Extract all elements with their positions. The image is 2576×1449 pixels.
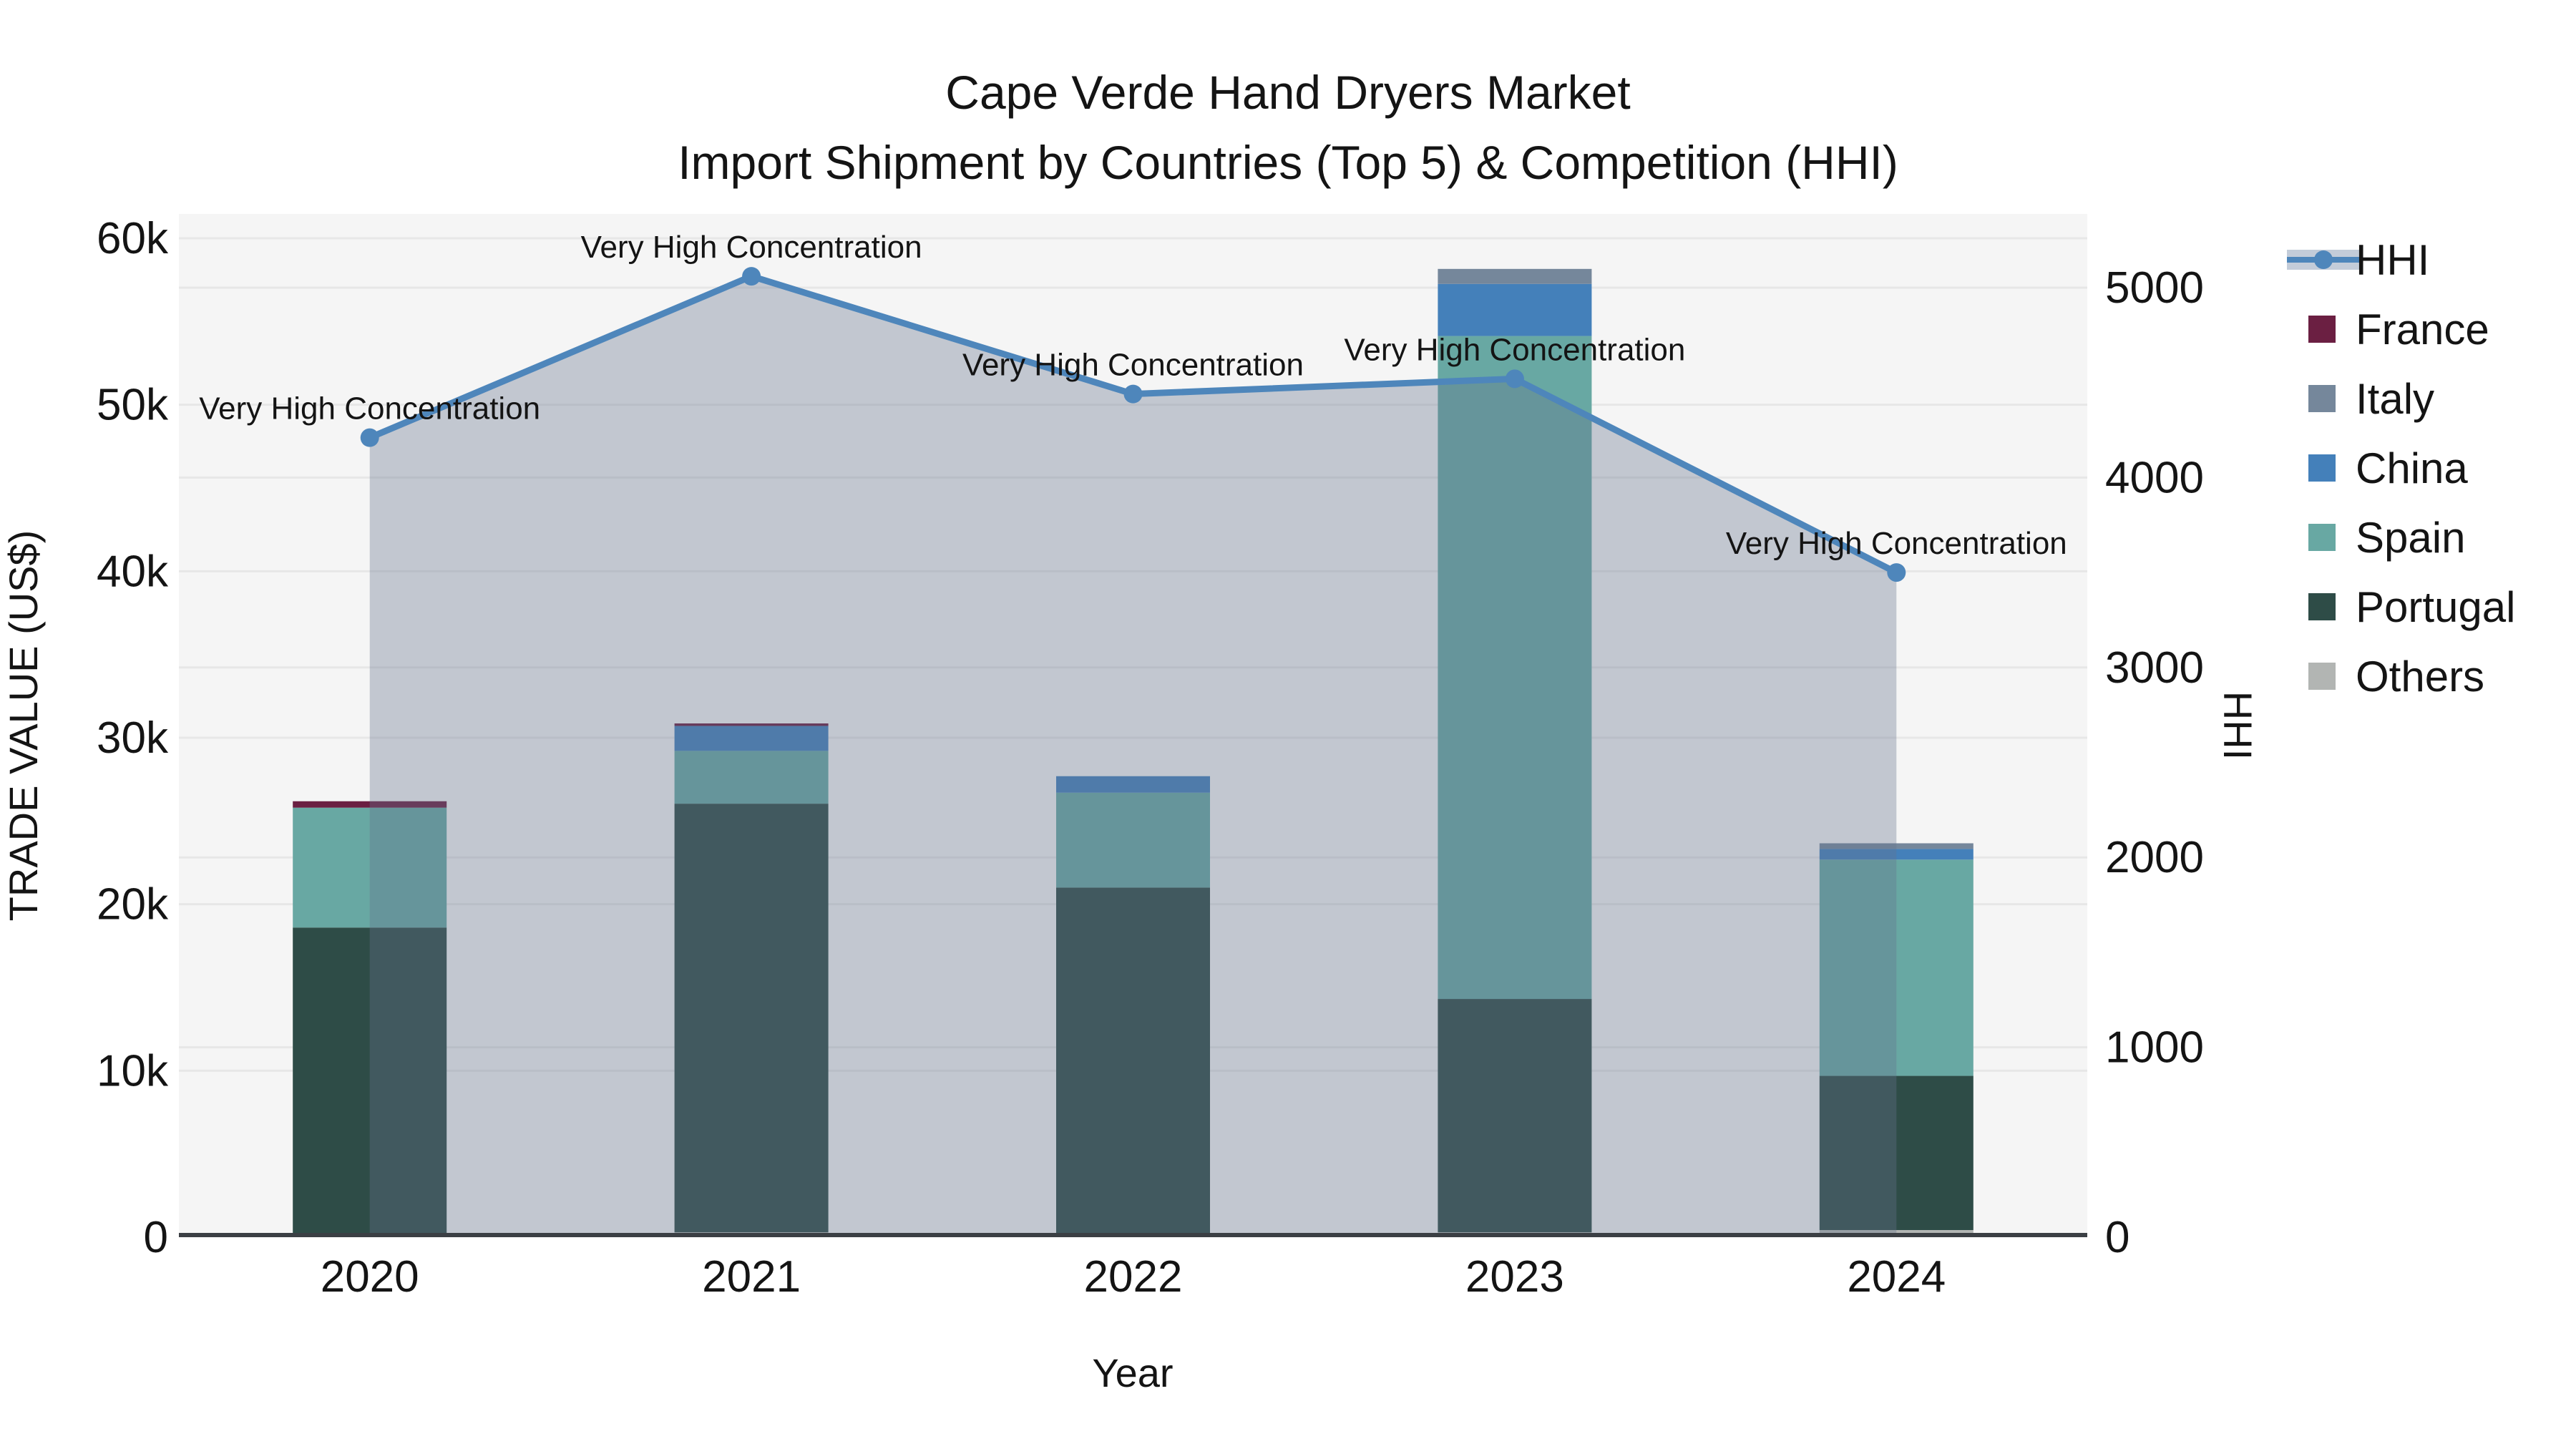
bar-segment-portugal-2024 — [1819, 1075, 1974, 1230]
annotation-2024: Very High Concentration — [1726, 526, 2067, 561]
chart-title-line2: Import Shipment by Countries (Top 5) & C… — [678, 136, 1898, 189]
y-right-tick-0: 0 — [2105, 1213, 2129, 1262]
legend-item-portugal: Portugal — [2308, 583, 2515, 631]
hhi-point-2023 — [1505, 369, 1524, 389]
y-right-tick-5000: 5000 — [2105, 263, 2204, 313]
annotation-2023: Very High Concentration — [1344, 332, 1685, 367]
legend-swatch-portugal — [2308, 593, 2336, 620]
chart-title-line1: Cape Verde Hand Dryers Market — [945, 66, 1630, 119]
legend-item-others: Others — [2308, 653, 2484, 701]
bar-segment-spain-2021 — [674, 751, 829, 804]
y-right-tick-3000: 3000 — [2105, 643, 2204, 693]
y-left-tick-30k: 30k — [97, 713, 169, 763]
bar-segment-china-2021 — [674, 726, 829, 751]
legend-label-italy: Italy — [2356, 375, 2434, 423]
legend-swatch-italy — [2308, 385, 2336, 412]
legend-hhi-marker — [2314, 250, 2333, 269]
y-right-tick-2000: 2000 — [2105, 833, 2204, 882]
y-left-tick-20k: 20k — [97, 880, 169, 930]
bar-segment-france-2021 — [674, 723, 829, 726]
annotation-2020: Very High Concentration — [199, 391, 540, 426]
bar-segment-portugal-2021 — [674, 804, 829, 1233]
bar-segment-portugal-2022 — [1056, 887, 1210, 1235]
legend-swatch-china — [2308, 454, 2336, 482]
x-tick-2023: 2023 — [1465, 1252, 1564, 1302]
x-tick-2024: 2024 — [1847, 1252, 1946, 1302]
annotation-2021: Very High Concentration — [581, 230, 922, 265]
y-left-tick-40k: 40k — [97, 547, 169, 596]
legend-label-others: Others — [2356, 653, 2484, 701]
bar-segment-spain-2024 — [1819, 859, 1974, 1076]
bar-segment-italy-2024 — [1819, 843, 1974, 849]
hhi-point-2024 — [1887, 563, 1906, 582]
annotation-2022: Very High Concentration — [962, 348, 1304, 383]
x-tick-2022: 2022 — [1084, 1252, 1183, 1302]
legend-swatch-spain — [2308, 524, 2336, 551]
y-right-tick-4000: 4000 — [2105, 453, 2204, 502]
legend-swatch-others — [2308, 663, 2336, 690]
bar-segment-china-2023 — [1438, 283, 1592, 336]
legend-item-hhi: HHI — [2287, 236, 2429, 284]
bar-segment-spain-2023 — [1438, 336, 1592, 1000]
y-left-tick-50k: 50k — [97, 381, 169, 430]
bar-segment-spain-2020 — [293, 807, 447, 928]
y-left-axis-title: TRADE VALUE (US$) — [1, 530, 46, 922]
y-left-tick-0: 0 — [144, 1213, 168, 1262]
legend-label-france: France — [2356, 306, 2489, 353]
legend-label-spain: Spain — [2356, 514, 2465, 562]
y-left-tick-60k: 60k — [97, 214, 169, 263]
legend-item-spain: Spain — [2308, 514, 2465, 562]
bar-segment-china-2024 — [1819, 849, 1974, 860]
hhi-point-2021 — [742, 267, 761, 286]
legend-label-portugal: Portugal — [2356, 583, 2515, 631]
bar-segment-portugal-2023 — [1438, 999, 1592, 1233]
bar-segment-china-2022 — [1056, 776, 1210, 793]
hhi-area-fill — [369, 276, 1897, 1238]
legend-label-hhi: HHI — [2356, 236, 2429, 284]
y-left-tick-10k: 10k — [97, 1046, 169, 1096]
hhi-point-2020 — [360, 428, 379, 447]
x-tick-2021: 2021 — [702, 1252, 801, 1302]
hhi-point-2022 — [1123, 384, 1143, 404]
bar-segment-italy-2023 — [1438, 268, 1592, 284]
legend-item-china: China — [2308, 444, 2468, 492]
x-axis-line — [179, 1233, 2087, 1237]
legend-item-italy: Italy — [2308, 375, 2434, 423]
y-right-axis-title: HHI — [2215, 691, 2260, 760]
y-right-tick-1000: 1000 — [2105, 1023, 2204, 1073]
x-axis-title: Year — [1092, 1350, 1173, 1395]
legend-item-france: France — [2308, 306, 2489, 353]
legend-swatch-france — [2308, 316, 2336, 343]
bar-segment-spain-2022 — [1056, 792, 1210, 888]
bar-segment-portugal-2020 — [293, 927, 447, 1237]
x-tick-2020: 2020 — [321, 1252, 419, 1302]
legend-label-china: China — [2356, 444, 2468, 492]
bar-segment-france-2020 — [293, 801, 447, 808]
